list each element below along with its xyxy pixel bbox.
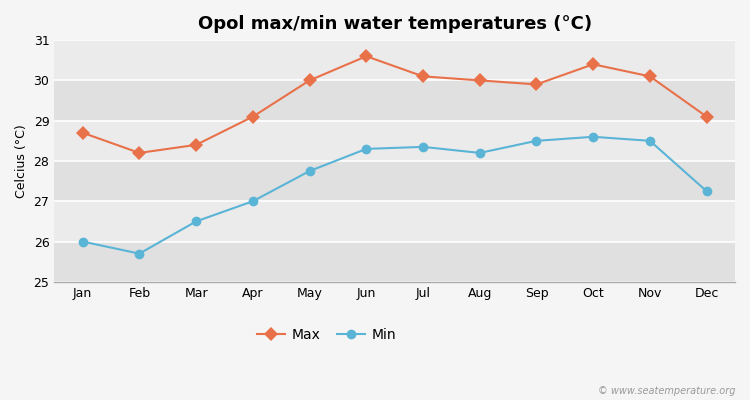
Y-axis label: Celcius (°C): Celcius (°C) xyxy=(15,124,28,198)
Max xyxy=(78,130,87,135)
Max xyxy=(191,142,200,147)
Max xyxy=(532,82,541,87)
Max xyxy=(646,74,655,79)
Min xyxy=(589,134,598,139)
Max xyxy=(702,114,711,119)
Max xyxy=(419,74,428,79)
Min xyxy=(362,146,370,151)
Bar xyxy=(54,201,735,242)
Bar xyxy=(54,161,735,201)
Text: © www.seatemperature.org: © www.seatemperature.org xyxy=(598,386,735,396)
Legend: Max, Min: Max, Min xyxy=(251,323,402,348)
Max xyxy=(476,78,484,83)
Min xyxy=(532,138,541,143)
Min xyxy=(702,189,711,194)
Min xyxy=(476,150,484,155)
Line: Min: Min xyxy=(78,132,712,258)
Bar xyxy=(54,80,735,121)
Min xyxy=(419,144,428,149)
Max xyxy=(589,62,598,67)
Min xyxy=(191,219,200,224)
Min xyxy=(248,199,257,204)
Max xyxy=(305,78,314,83)
Min xyxy=(78,239,87,244)
Max xyxy=(362,54,370,59)
Bar xyxy=(54,242,735,282)
Line: Max: Max xyxy=(78,51,712,158)
Max xyxy=(135,150,144,155)
Min xyxy=(305,169,314,174)
Bar xyxy=(54,40,735,80)
Min xyxy=(646,138,655,143)
Max xyxy=(248,114,257,119)
Min xyxy=(135,251,144,256)
Title: Opol max/min water temperatures (°C): Opol max/min water temperatures (°C) xyxy=(197,15,592,33)
Bar xyxy=(54,121,735,161)
